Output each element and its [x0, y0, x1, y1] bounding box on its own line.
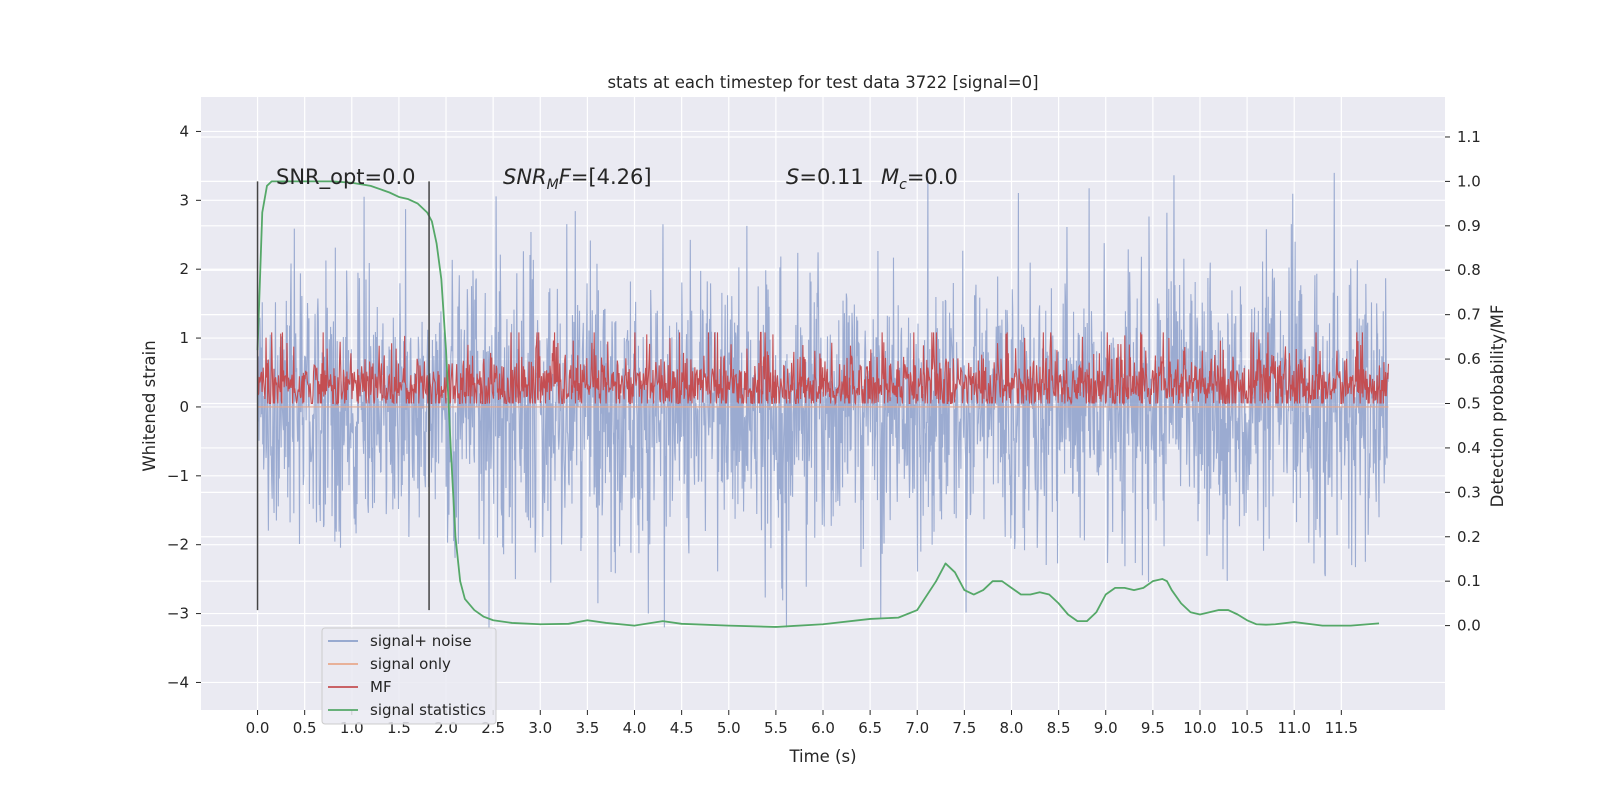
legend-label-mf: MF — [370, 678, 392, 696]
left-y-axis-ticks: 4 3 2 1 0 −1 −2 −3 −4 — [167, 122, 201, 691]
x-tick-label-19: 9.5 — [1141, 719, 1165, 737]
x-tick-label-15: 7.5 — [952, 719, 976, 737]
left-y-axis-label: Whitened strain — [140, 340, 159, 471]
x-tick-label-9: 4.5 — [670, 719, 694, 737]
series-layer — [256, 172, 1389, 628]
legend-label-signal-only: signal only — [370, 655, 451, 673]
y-right-tick-label-10: 0.1 — [1457, 572, 1481, 590]
y-left-tick-label-2: 2 — [179, 260, 189, 278]
snr-mf-value: =[4.26] — [571, 165, 652, 189]
x-tick-label-13: 6.5 — [858, 719, 882, 737]
y-right-tick-label-5: 0.6 — [1457, 350, 1481, 368]
x-tick-label-22: 11.0 — [1278, 719, 1311, 737]
x-tick-label-8: 4.0 — [623, 719, 647, 737]
x-tick-label-20: 10.0 — [1183, 719, 1216, 737]
s-annotation: S=0.11 — [786, 165, 864, 189]
x-tick-label-18: 9.0 — [1094, 719, 1118, 737]
y-right-tick-label-9: 0.2 — [1457, 528, 1481, 546]
y-right-tick-label-8: 0.3 — [1457, 483, 1481, 501]
mc-value: =0.0 — [907, 165, 958, 189]
series-signal-noise — [257, 172, 1389, 628]
x-tick-label-6: 3.0 — [528, 719, 552, 737]
series-mf — [257, 331, 1389, 406]
y-left-tick-label-7: −3 — [167, 605, 189, 623]
y-right-tick-label-0: 1.1 — [1457, 128, 1481, 146]
x-tick-label-0: 0.0 — [246, 719, 270, 737]
chart-title: stats at each timestep for test data 372… — [607, 73, 1038, 92]
y-left-tick-label-1: 3 — [179, 191, 189, 209]
x-axis-ticks: 0.0 0.5 1.0 1.5 2.0 2.5 3.0 3.5 4.0 4.5 5.0 5.5 6.0 6… — [246, 710, 1358, 737]
mc-var: M — [881, 165, 899, 189]
x-tick-label-21: 10.5 — [1230, 719, 1263, 737]
snr-mf-sub: M — [547, 177, 559, 193]
mc-annotation: Mc=0.0 — [881, 165, 958, 193]
x-tick-label-12: 6.0 — [811, 719, 835, 737]
legend-label-signal-noise: signal+ noise — [370, 632, 472, 650]
y-left-tick-label-5: −1 — [167, 467, 189, 485]
legend-box — [321, 627, 497, 725]
y-right-tick-label-6: 0.5 — [1457, 395, 1481, 413]
x-tick-label-1: 0.5 — [293, 719, 317, 737]
legend-label-signal-statistics: signal statistics — [370, 701, 486, 719]
snr-mf-annotation: SNRMF=[4.26] — [503, 165, 652, 193]
y-right-tick-label-2: 0.9 — [1457, 217, 1481, 235]
x-tick-label-23: 11.5 — [1325, 719, 1358, 737]
y-left-tick-label-0: 4 — [179, 122, 189, 140]
right-y-axis-ticks: 1.1 1.0 0.9 0.8 0.7 0.6 0.5 0.4 0.3 0.2 0.1 0.0 — [1445, 128, 1481, 635]
snr-mf-var2: F — [559, 165, 572, 189]
x-tick-label-11: 5.5 — [764, 719, 788, 737]
snr-opt-annotation: SNR_opt=0.0 — [276, 165, 416, 190]
y-right-tick-label-7: 0.4 — [1457, 439, 1481, 457]
vertical-markers — [256, 181, 430, 611]
y-right-tick-label-1: 1.0 — [1457, 172, 1481, 190]
x-tick-label-10: 5.0 — [717, 719, 741, 737]
s-var: S — [786, 165, 799, 189]
series-signal-statistics — [256, 180, 1380, 628]
x-tick-label-17: 8.5 — [1047, 719, 1071, 737]
y-right-tick-label-11: 0.0 — [1457, 617, 1481, 635]
y-left-tick-label-3: 1 — [179, 329, 189, 347]
legend: signal+ noise signal only MF signal stat… — [321, 627, 497, 725]
mc-sub: c — [899, 177, 907, 193]
s-value: =0.11 — [799, 165, 863, 189]
y-left-tick-label-6: −2 — [167, 536, 189, 554]
x-tick-label-16: 8.0 — [1000, 719, 1024, 737]
right-y-axis-label: Detection probability/MF — [1488, 305, 1507, 508]
y-right-tick-label-4: 0.7 — [1457, 306, 1481, 324]
x-tick-label-7: 3.5 — [575, 719, 599, 737]
x-tick-label-14: 7.0 — [905, 719, 929, 737]
y-left-tick-label-8: −4 — [167, 673, 189, 691]
y-right-tick-label-3: 0.8 — [1457, 261, 1481, 279]
x-axis-label: Time (s) — [788, 747, 856, 766]
y-left-tick-label-4: 0 — [179, 398, 189, 416]
snr-mf-var: SNR — [503, 165, 547, 189]
